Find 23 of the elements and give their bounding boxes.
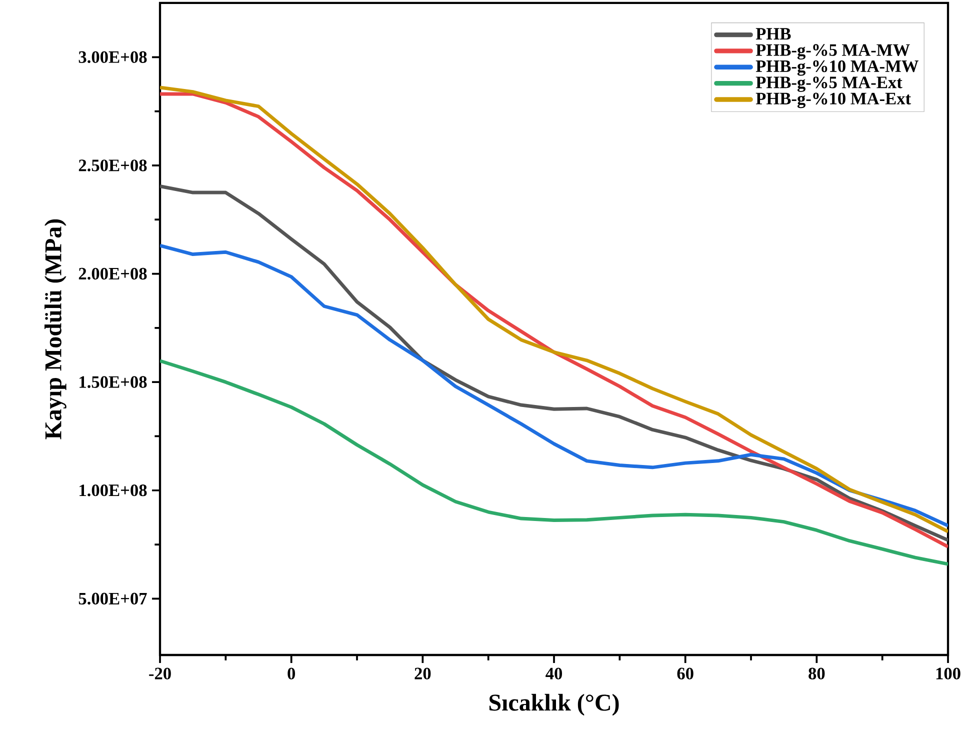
legend-label: PHB-g-%10 MA-MW	[756, 60, 918, 76]
x-tick-label: -20	[149, 668, 171, 680]
x-tick-label: 20	[414, 668, 431, 680]
y-tick-label: 5.00E+07	[78, 592, 147, 605]
y-tick-label: 3.00E+08	[78, 51, 147, 64]
legend-label: PHB	[756, 28, 791, 40]
y-tick-label: 1.50E+08	[80, 376, 147, 388]
legend-label: PHB-g-%10 MA-Ext	[756, 92, 911, 108]
line-series	[160, 184, 948, 542]
x-tick-label: 100	[936, 668, 960, 680]
x-tick-label: 60	[677, 668, 694, 680]
y-tick-label: 1.00E+08	[80, 484, 147, 496]
line-series	[160, 359, 948, 566]
x-tick-label: 40	[546, 668, 562, 680]
legend-label: PHB-g-%5 MA-Ext	[756, 76, 902, 92]
x-axis-title: Sıcaklık (°C)	[489, 694, 619, 716]
legend-label: PHB-g-%5 MA-MW	[756, 44, 910, 60]
y-tick-label: 2.50E+08	[78, 160, 147, 172]
y-axis-title: Kayıp Modülü (MPa)	[44, 219, 66, 440]
line-series	[160, 244, 948, 528]
x-tick-label: 80	[808, 668, 825, 680]
x-tick-label: 0	[288, 668, 296, 680]
y-tick-label: 2.00E+08	[78, 268, 147, 280]
